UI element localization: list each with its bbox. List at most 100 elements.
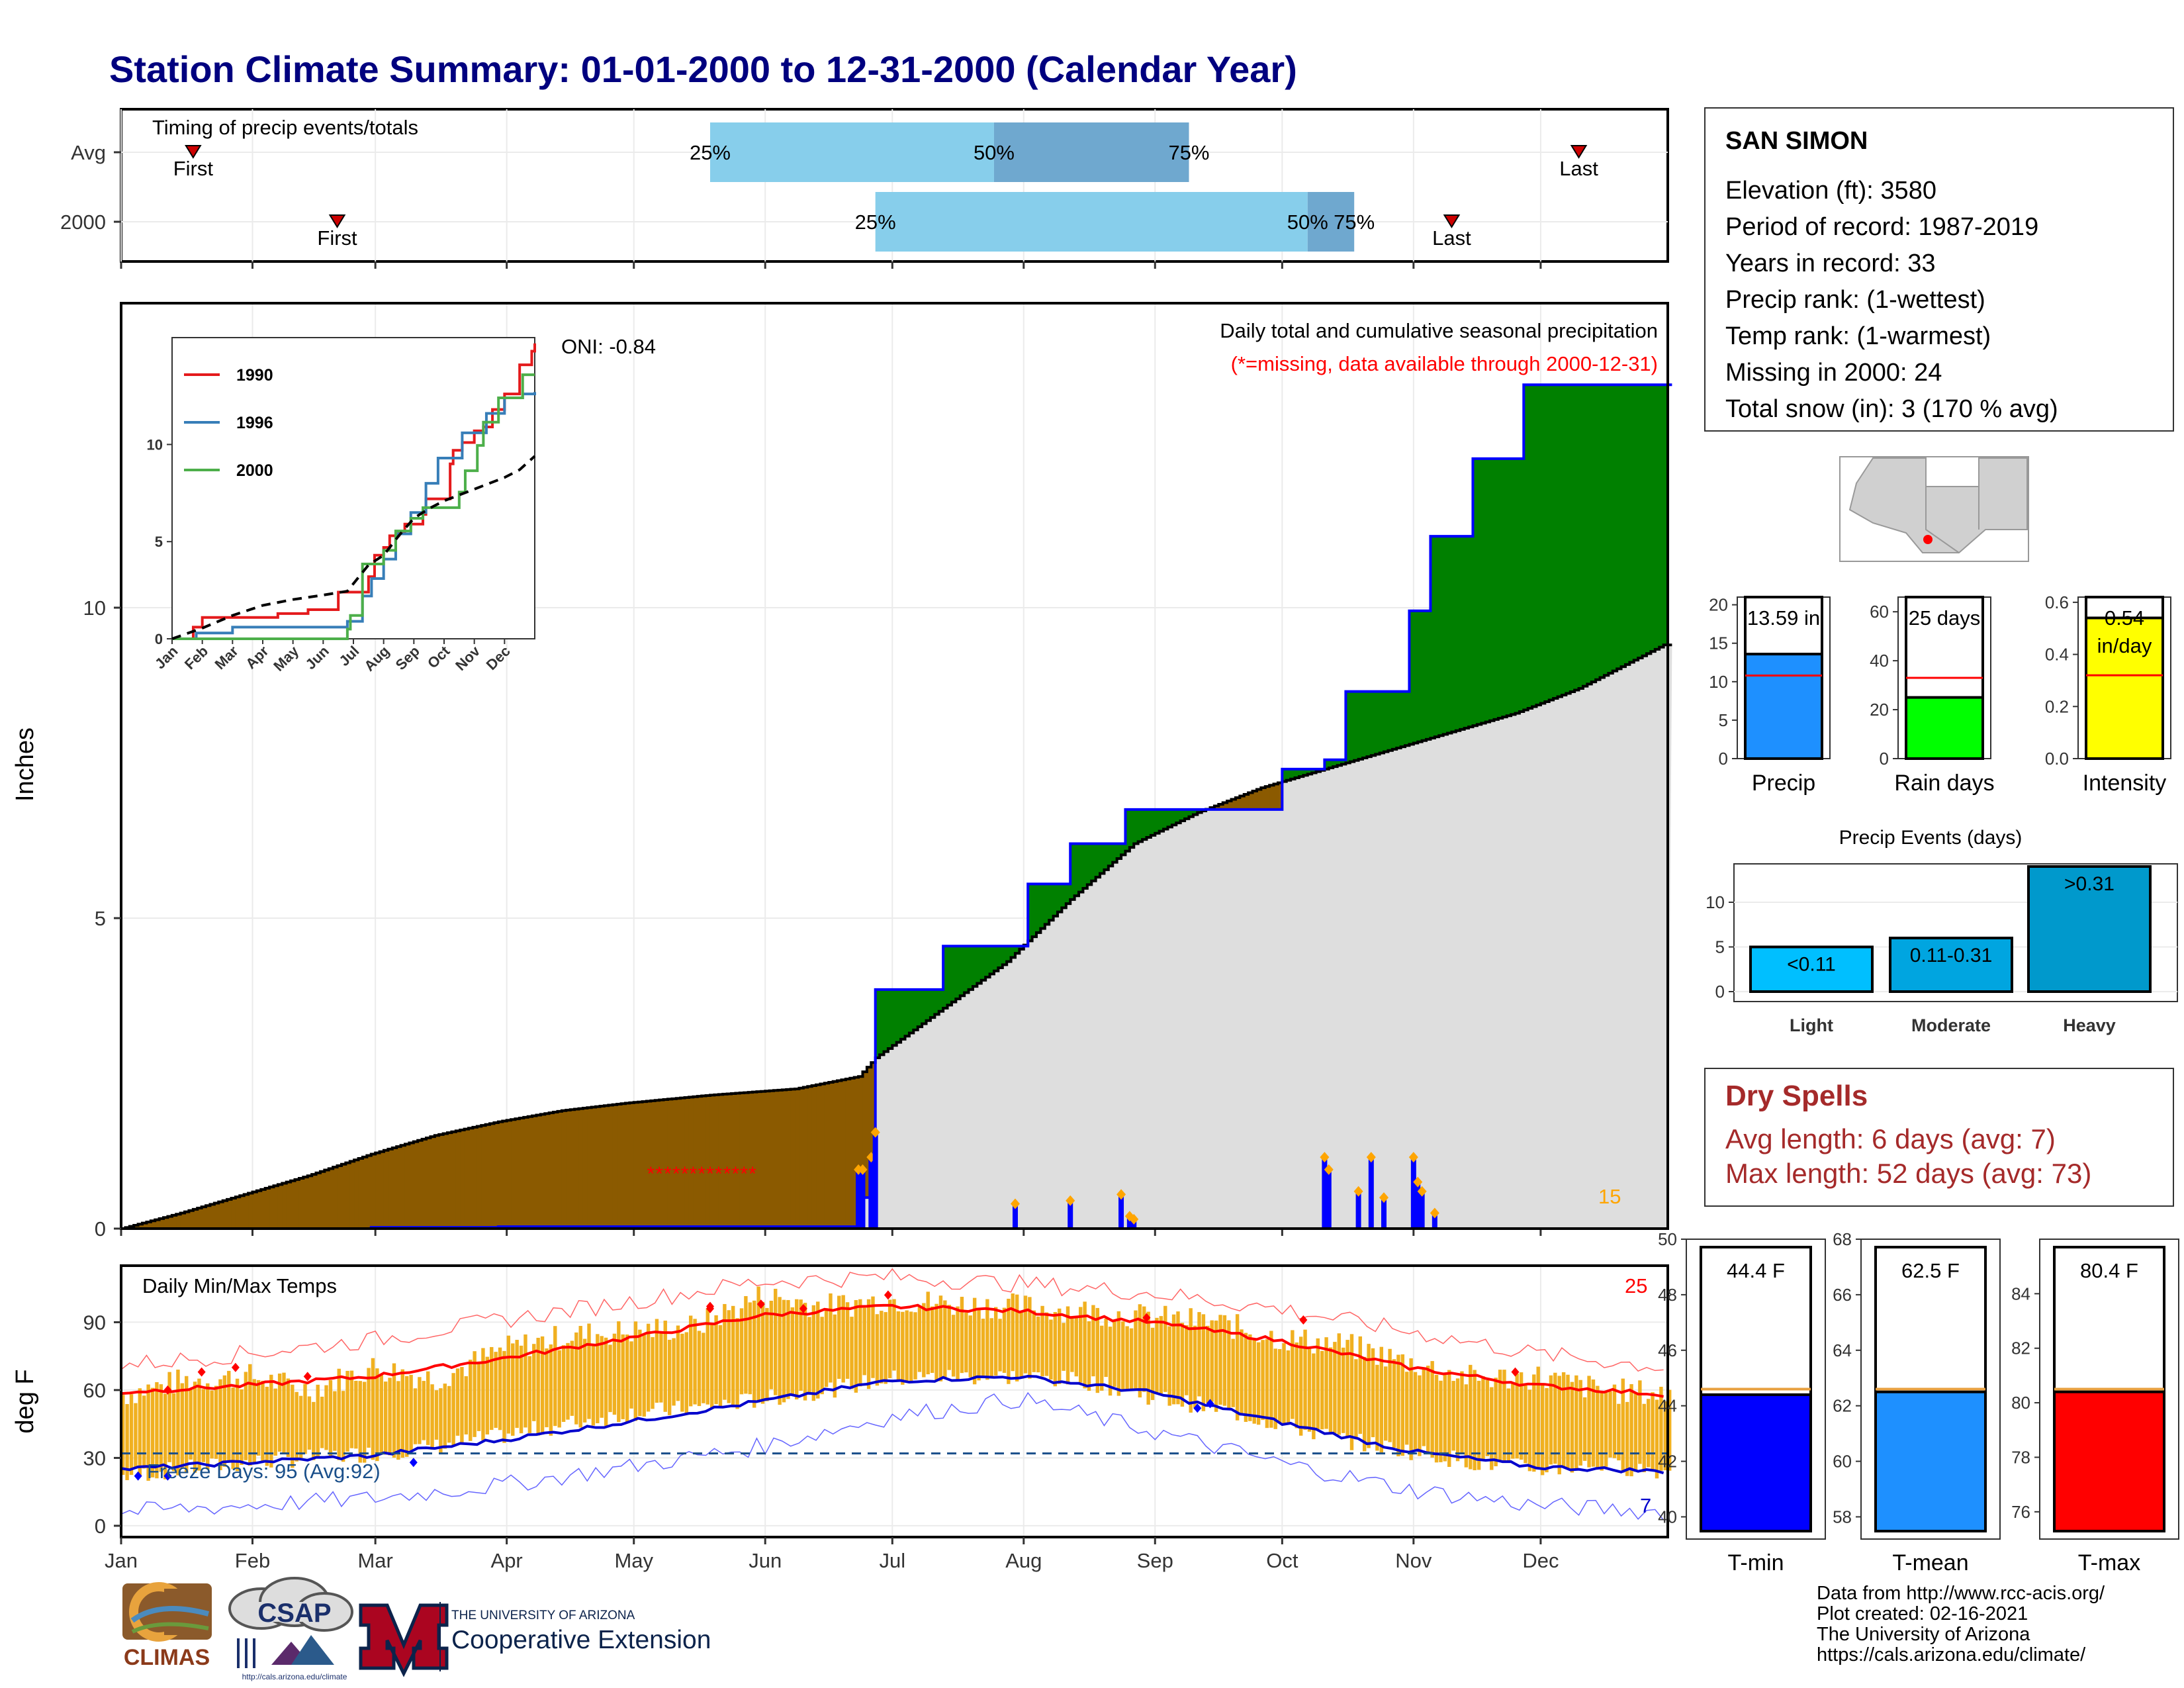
surplus-stripe: [1363, 691, 1368, 758]
daily-temp-bar: [206, 1383, 210, 1470]
deficit-stripe: [1256, 789, 1261, 810]
daily-temp-bar: [1100, 1325, 1104, 1391]
deficit-stripe: [697, 1096, 702, 1227]
missing-day-mark: *: [655, 1163, 663, 1185]
daily-temp-bar: [1197, 1312, 1201, 1397]
daily-temp-bar: [1439, 1380, 1443, 1462]
surplus-stripe: [1354, 691, 1359, 761]
credit-line: Data from http://www.rcc-acis.org/: [1817, 1583, 2105, 1604]
daily-temp-bar: [1201, 1314, 1206, 1411]
daily-temp-bar: [663, 1321, 667, 1412]
surplus-stripe: [1295, 769, 1300, 778]
surplus-stripe: [1439, 536, 1444, 736]
daily-temp-bar: [845, 1302, 850, 1379]
daily-precip-bar: [868, 1157, 874, 1229]
month-label: Apr: [491, 1549, 523, 1572]
event-category-label: Heavy: [2063, 1015, 2116, 1035]
daily-temp-bar: [866, 1299, 871, 1389]
surplus-stripe: [1367, 691, 1372, 757]
value-bar: [2053, 1390, 2165, 1532]
daily-precip-bar: [1126, 1216, 1132, 1229]
daily-temp-bar: [887, 1299, 892, 1378]
daily-temp-bar: [358, 1381, 362, 1463]
deficit-stripe: [201, 1207, 206, 1229]
deficit-stripe: [854, 1077, 859, 1227]
first-event-label: First: [317, 226, 357, 250]
timing-rows: Avg 25% 50% 75% First Last 2000 25% 50% 75% First L…: [60, 122, 1598, 269]
quartile-label: 25%: [690, 141, 731, 164]
deficit-stripe: [443, 1133, 448, 1228]
surplus-stripe: [1100, 843, 1105, 874]
surplus-stripe: [917, 989, 923, 1027]
deficit-stripe: [748, 1092, 753, 1227]
surplus-stripe: [1095, 843, 1101, 878]
surplus-stripe: [1375, 691, 1381, 755]
daily-temp-bar: [1612, 1384, 1617, 1458]
surplus-stripe: [1557, 385, 1563, 697]
daily-temp-bar: [1591, 1379, 1596, 1467]
deficit-stripe: [210, 1204, 215, 1229]
deficit-stripe: [1227, 801, 1232, 810]
daily-temp-bar: [354, 1380, 358, 1449]
deficit-stripe: [375, 1152, 381, 1228]
y-tick-label: 60: [1833, 1452, 1852, 1472]
daily-temp-bar: [1621, 1378, 1625, 1473]
daily-temp-bar: [121, 1395, 125, 1476]
deficit-stripe: [163, 1217, 169, 1229]
daily-temp-bar: [1460, 1371, 1464, 1454]
missing-day-mark: *: [706, 1163, 714, 1185]
deficit-stripe: [570, 1109, 575, 1227]
deficit-stripe: [824, 1083, 829, 1227]
deficit-stripe: [328, 1168, 334, 1229]
deficit-stripe: [400, 1145, 406, 1228]
daily-temp-bar: [638, 1329, 642, 1417]
deficit-stripe: [506, 1120, 512, 1227]
record-low-marker: [163, 1471, 172, 1481]
y-tick-label: 10: [1706, 892, 1725, 912]
deficit-stripe: [871, 1062, 876, 1154]
deficit-stripe: [807, 1086, 813, 1227]
data-credits: Data from http://www.rcc-acis.org/ Plot …: [1817, 1583, 2105, 1665]
daily-temp-bar: [1291, 1330, 1295, 1419]
deficit-stripe: [248, 1193, 253, 1229]
daily-temp-bar: [697, 1331, 702, 1407]
daily-temp-bar: [837, 1295, 841, 1379]
record-high-marker: [1142, 1313, 1151, 1323]
daily-temp-bar: [1392, 1359, 1396, 1448]
quartile-label: 75%: [1168, 141, 1209, 164]
daily-temp-bar: [1210, 1320, 1214, 1402]
deficit-stripe: [354, 1160, 359, 1229]
bar-label: Intensity: [2083, 771, 2167, 796]
deficit-stripe: [1269, 785, 1275, 810]
event-bar-label: <0.11: [1787, 954, 1836, 976]
surplus-stripe: [1341, 759, 1346, 765]
surplus-stripe: [972, 946, 978, 987]
month-label: Sep: [1137, 1549, 1173, 1572]
daily-temp-bar: [324, 1385, 328, 1450]
y-tick-label: 0: [95, 1217, 106, 1241]
daily-temp-bar: [600, 1336, 604, 1418]
daily-precip-marker: [1413, 1176, 1423, 1188]
surplus-stripe: [1002, 946, 1007, 965]
deficit-stripe: [519, 1118, 524, 1227]
daily-temp-bar: [633, 1321, 638, 1421]
deficit-stripe: [735, 1093, 741, 1227]
daily-temp-bar: [1549, 1375, 1553, 1465]
daily-temp-bar: [1019, 1311, 1023, 1379]
surplus-stripe: [1481, 458, 1486, 724]
surplus-stripe: [1418, 610, 1423, 742]
surplus-stripe: [993, 946, 999, 971]
daily-precip-marker: [1010, 1198, 1020, 1209]
daily-temp-bar: [434, 1390, 439, 1440]
deficit-stripe: [739, 1093, 745, 1227]
deficit-stripe: [303, 1177, 308, 1229]
missing-day-mark: *: [698, 1163, 705, 1185]
record-low-marker: [1193, 1403, 1202, 1413]
daily-temp-bar: [1002, 1307, 1007, 1373]
daily-temp-bar: [490, 1346, 494, 1430]
surplus-stripe: [1540, 385, 1545, 704]
surplus-stripe: [875, 989, 880, 1058]
daily-temp-bar: [1426, 1366, 1430, 1454]
missing-day-mark: *: [672, 1163, 680, 1185]
surplus-stripe: [977, 946, 982, 984]
